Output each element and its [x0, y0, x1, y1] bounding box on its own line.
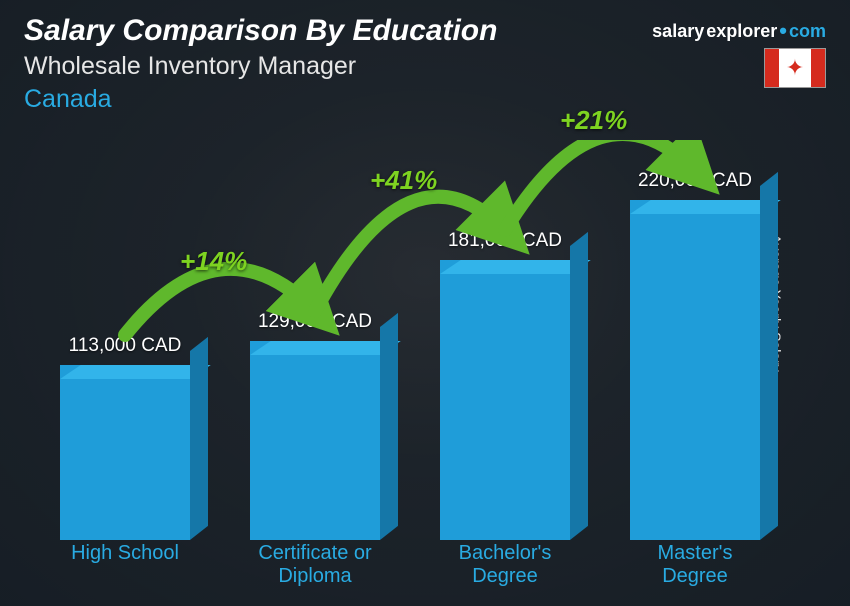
delta-label: +14%: [180, 246, 247, 277]
delta-label: +21%: [560, 105, 627, 136]
bar: [630, 200, 760, 540]
brand-text-3: com: [789, 21, 826, 42]
bar: [250, 341, 380, 540]
bar-group: 220,000 CAD: [611, 170, 779, 540]
bar-chart: 113,000 CAD 129,000 CAD 181,000 CAD 220,…: [30, 140, 790, 594]
x-axis-label: Bachelor'sDegree: [421, 542, 589, 594]
x-labels-area: High School Certificate orDiploma Bachelor…: [30, 542, 790, 594]
brand-text-2: explorer: [706, 21, 777, 42]
brand-logo: salaryexplorer•com: [652, 18, 826, 44]
country-flag-icon: ✦: [764, 48, 826, 88]
bar-value-label: 181,000 CAD: [448, 230, 562, 252]
x-axis-label: Master'sDegree: [611, 542, 779, 594]
brand-dot-icon: •: [779, 18, 787, 44]
title-row: Salary Comparison By Education salaryexp…: [24, 14, 826, 48]
x-axis-label: High School: [41, 542, 209, 594]
bar-group: 129,000 CAD: [231, 311, 399, 540]
country-label: Canada: [24, 85, 826, 114]
bar-value-label: 129,000 CAD: [258, 311, 372, 333]
brand-text-1: salary: [652, 21, 704, 42]
subtitle: Wholesale Inventory Manager: [24, 52, 826, 81]
page-title: Salary Comparison By Education: [24, 14, 497, 48]
bar-value-label: 113,000 CAD: [69, 335, 182, 357]
bar: [60, 365, 190, 540]
header: Salary Comparison By Education salaryexp…: [24, 14, 826, 114]
bar-group: 181,000 CAD: [421, 230, 589, 540]
bar-group: 113,000 CAD: [41, 335, 209, 540]
x-axis-label: Certificate orDiploma: [231, 542, 399, 594]
bar-value-label: 220,000 CAD: [638, 170, 752, 192]
bars-area: 113,000 CAD 129,000 CAD 181,000 CAD 220,…: [30, 160, 790, 540]
bar: [440, 260, 570, 540]
delta-label: +41%: [370, 165, 437, 196]
